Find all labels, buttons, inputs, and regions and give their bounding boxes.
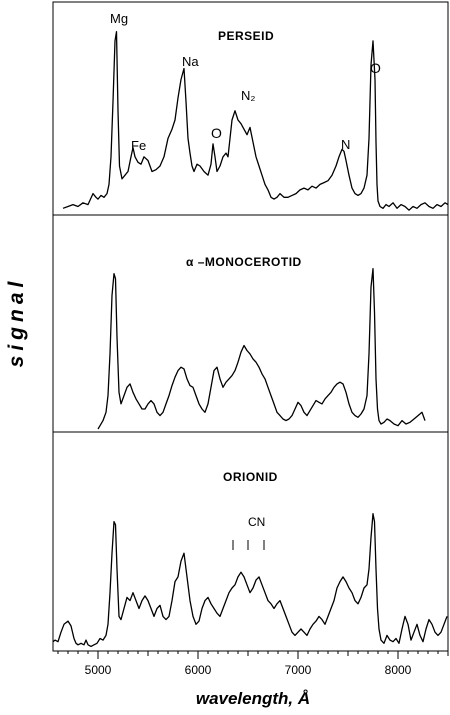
panel-frame-monocerotid (52, 214, 449, 433)
panel-frame-orionid (52, 431, 449, 652)
annotation-mg: Mg (110, 11, 128, 26)
panel-title-orionid: ORIONID (223, 470, 278, 484)
panel-title-monocerotid: α –MONOCEROTID (186, 255, 302, 269)
annotation-cn: CN (248, 515, 265, 529)
x-tick-label: 8000 (385, 663, 412, 677)
x-axis-label: wavelength, Å (196, 689, 310, 708)
series-line-perseid (62, 31, 449, 211)
series-line-orionid (52, 513, 448, 648)
annotation-na: Na (182, 54, 199, 69)
annotation-fe: Fe (131, 138, 146, 153)
annotation-n2: N₂ (241, 88, 255, 103)
series-line-monocerotid (97, 268, 426, 430)
y-axis-label: signal (5, 277, 28, 368)
annotation-o-6158: O (211, 125, 222, 141)
annotation-o-7774: O (370, 60, 381, 76)
annotation-n: N (341, 137, 350, 152)
panel-title-perseid: PERSEID (218, 29, 274, 43)
x-tick-label: 6000 (185, 663, 212, 677)
x-tick-label: 5000 (85, 663, 112, 677)
x-tick-label: 7000 (285, 663, 312, 677)
